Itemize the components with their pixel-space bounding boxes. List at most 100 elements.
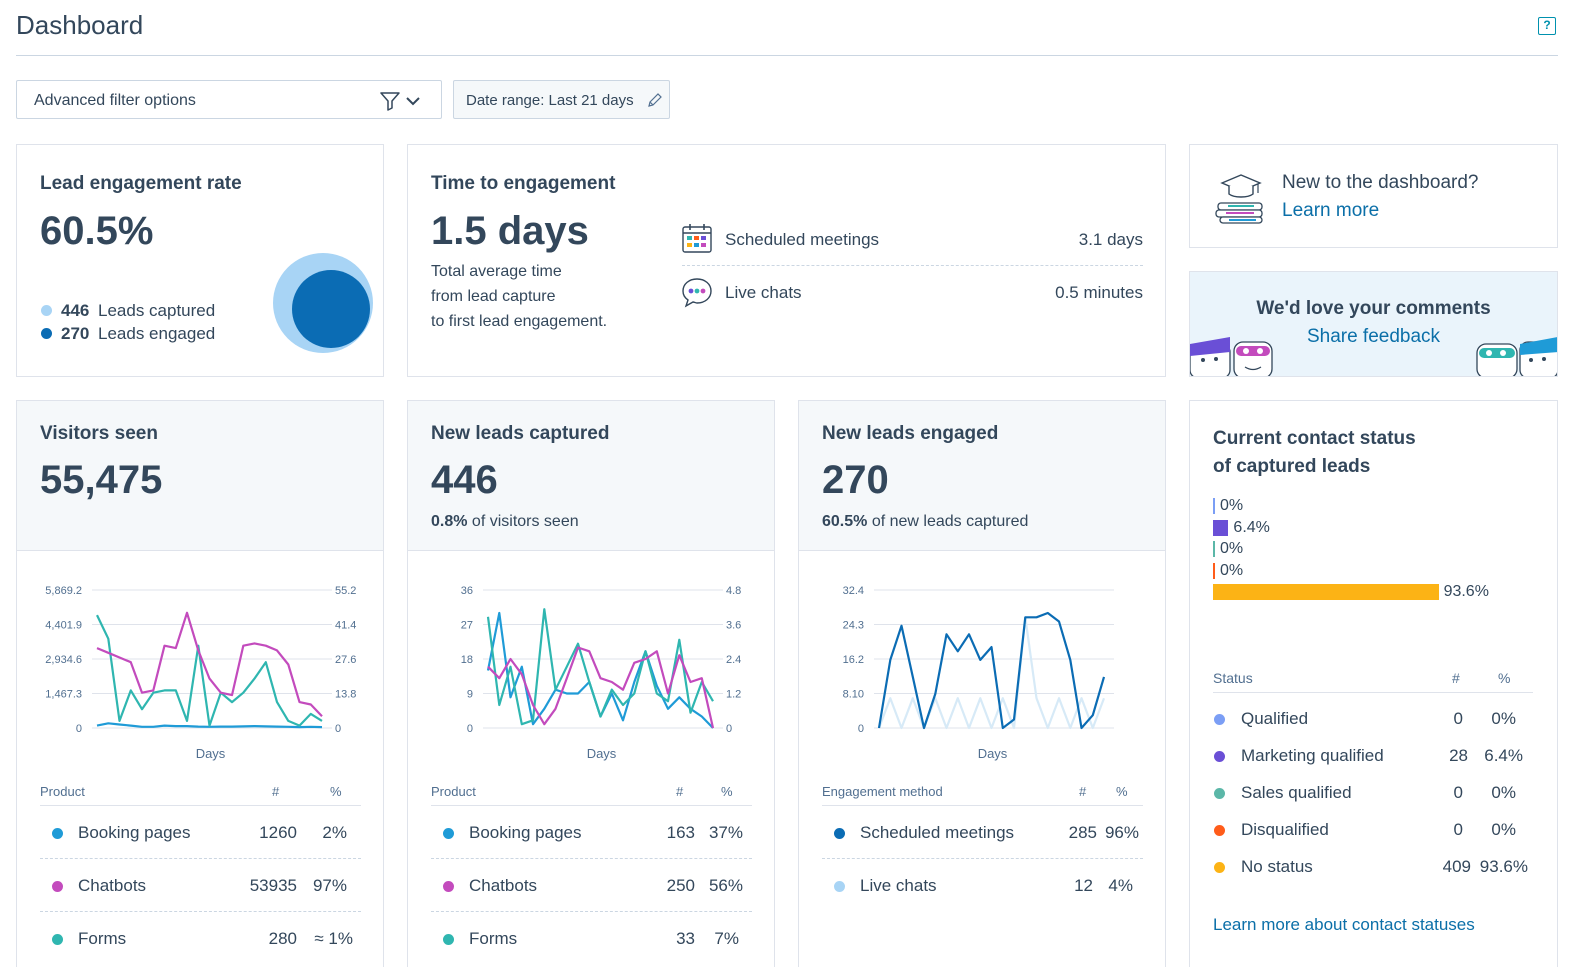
y-tick-label-right: 41.4 xyxy=(335,620,356,632)
pencil-icon xyxy=(647,92,663,113)
row-count: 33 xyxy=(676,929,695,948)
learn-more-link[interactable]: Learn more xyxy=(1282,200,1380,221)
mascot-left xyxy=(1190,337,1273,376)
status-bar xyxy=(1213,584,1439,600)
status-dot xyxy=(1214,751,1225,762)
legend-engaged-label: Leads engaged xyxy=(98,324,216,343)
status-bar-label: 0% xyxy=(1220,497,1244,514)
status-bar xyxy=(1213,498,1215,514)
table-header-pct: % xyxy=(1498,670,1511,686)
row-dot xyxy=(443,828,454,839)
table-header-name: Product xyxy=(40,784,85,799)
row-dot xyxy=(834,828,845,839)
row-name: Forms xyxy=(469,929,518,948)
lead-engagement-card: Lead engagement rate 60.5% 446 Leads cap… xyxy=(16,144,384,377)
y-tick-label-right: 13.8 xyxy=(335,689,356,701)
y-tick-label-left: 4,401.9 xyxy=(45,620,82,632)
row-name: Live chats xyxy=(860,876,937,895)
status-bar-chart: 0% 6.4% 0% 0% 93.6% xyxy=(1213,497,1543,607)
status-bar xyxy=(1213,562,1215,579)
status-bar xyxy=(1213,519,1229,536)
time-to-engagement-card: Time to engagement 1.5 days Total averag… xyxy=(407,144,1166,377)
row-dot xyxy=(443,934,454,945)
row-label-live-chats: Live chats xyxy=(725,283,802,302)
row-pct: 97% xyxy=(312,876,347,895)
row-pct: ≈ 1% xyxy=(314,929,353,948)
status-name: Disqualified xyxy=(1241,820,1329,839)
y-tick-label-left: 0 xyxy=(76,723,82,735)
row-dot xyxy=(52,828,63,839)
status-bar-row: 0% xyxy=(1213,497,1243,515)
legend-captured-label: Leads captured xyxy=(98,301,216,320)
status-count: 28 xyxy=(1449,746,1468,765)
row-pct: 56% xyxy=(708,876,743,895)
sub-text: of new leads captured xyxy=(867,513,1029,530)
status-pct: 0% xyxy=(1491,709,1516,728)
row-label-scheduled: Scheduled meetings xyxy=(725,230,880,249)
card-title: New leads captured xyxy=(431,423,610,444)
share-feedback-link[interactable]: Share feedback xyxy=(1306,326,1441,347)
y-tick-label-right: 2.4 xyxy=(726,654,741,666)
row-dot xyxy=(52,934,63,945)
status-count: 0 xyxy=(1453,820,1463,839)
row-count: 53935 xyxy=(249,876,297,895)
filter-icon xyxy=(380,92,400,111)
table-header-pct: % xyxy=(330,784,342,799)
status-count: 0 xyxy=(1453,709,1463,728)
y-tick-label-left: 1,467.3 xyxy=(45,689,82,701)
row-name: Chatbots xyxy=(78,876,147,895)
row-count: 163 xyxy=(666,823,695,842)
status-bar-row: 0% xyxy=(1213,540,1243,558)
title-divider xyxy=(16,55,1558,56)
row-count: 12 xyxy=(1074,876,1093,895)
new-to-dashboard-card: New to the dashboard? Learn more xyxy=(1189,144,1558,248)
status-pct: 6.4% xyxy=(1484,746,1523,765)
row-value-live-chats: 0.5 minutes xyxy=(1055,283,1143,302)
y-tick-label-left: 36 xyxy=(461,585,473,597)
series-line-live-chats xyxy=(877,616,1106,730)
leads-captured-line-chart: 36 27 18 9 0 4.8 3.6 2.4 1.2 0 Days xyxy=(461,585,742,761)
series-line-scheduled-meetings xyxy=(877,611,1106,730)
series-line-booking-pages xyxy=(486,611,714,729)
table-header-count: # xyxy=(1452,670,1460,686)
contact-status-link[interactable]: Learn more about contact statuses xyxy=(1213,915,1475,934)
y-tick-label-left: 32.4 xyxy=(843,585,864,597)
row-pct: 37% xyxy=(708,823,743,842)
table-header-pct: % xyxy=(1116,784,1128,799)
y-tick-label-left: 0 xyxy=(467,723,473,735)
page-title: Dashboard xyxy=(16,10,144,40)
status-bar-row: 6.4% xyxy=(1213,519,1270,537)
status-dot xyxy=(1214,862,1225,873)
series-line-forms xyxy=(96,614,323,727)
bubble-leads-engaged xyxy=(292,270,370,348)
advanced-filter-label: Advanced filter options xyxy=(34,92,196,109)
status-pct: 93.6% xyxy=(1479,857,1528,876)
table-header-count: # xyxy=(676,784,684,799)
feedback-card: We'd love your comments Share feedback xyxy=(1189,271,1558,377)
date-range-button[interactable]: Date range: Last 21 days xyxy=(453,80,670,119)
description-line-1: Total average time xyxy=(431,263,562,280)
y-tick-label-right: 27.6 xyxy=(335,654,356,666)
advanced-filter-dropdown[interactable]: Advanced filter options xyxy=(16,80,442,119)
table-header-name: Product xyxy=(431,784,476,799)
row-pct: 96% xyxy=(1104,823,1139,842)
x-axis-label: Days xyxy=(587,746,617,761)
status-bar-row: 0% xyxy=(1213,562,1243,580)
status-bar-label: 6.4% xyxy=(1233,518,1270,536)
row-dot xyxy=(52,881,63,892)
table-header-count: # xyxy=(272,784,280,799)
status-pct: 0% xyxy=(1491,783,1516,802)
x-axis-label: Days xyxy=(978,746,1008,761)
legend-dot-engaged xyxy=(41,328,52,339)
x-axis-label: Days xyxy=(196,746,226,761)
row-name: Booking pages xyxy=(469,823,582,842)
row-name: Booking pages xyxy=(78,823,191,842)
y-tick-label-left: 18 xyxy=(461,654,473,666)
card-title: Time to engagement xyxy=(431,173,616,194)
y-tick-label-right: 3.6 xyxy=(726,620,741,632)
engagement-rate-value: 60.5% xyxy=(40,209,154,253)
status-bar-row: 93.6% xyxy=(1213,583,1489,601)
description-line-3: to first lead engagement. xyxy=(431,313,608,330)
y-tick-label-right: 4.8 xyxy=(726,585,741,597)
help-icon[interactable]: ? xyxy=(1538,17,1556,35)
